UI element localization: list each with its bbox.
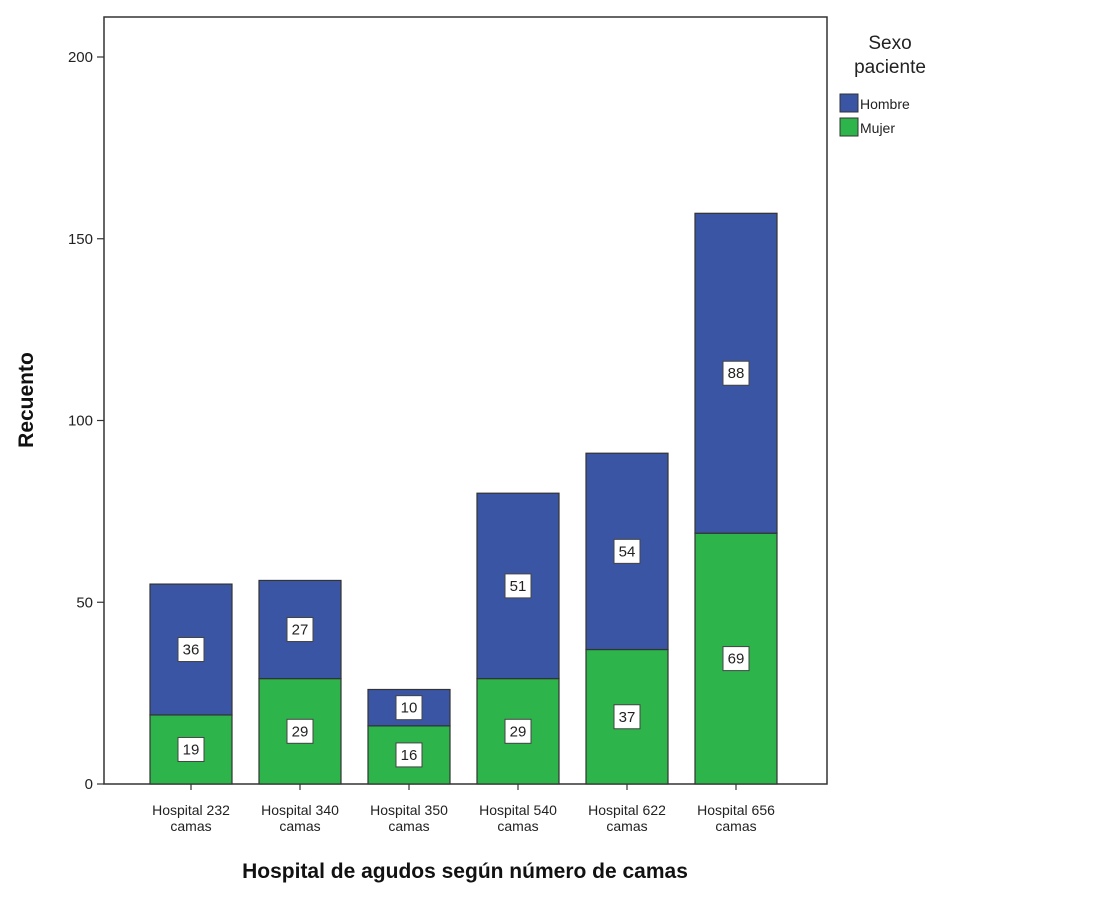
data-label: 54 — [619, 543, 636, 560]
legend-title: Sexo — [868, 33, 911, 54]
x-tick-label: Hospital 340 camas — [261, 802, 339, 834]
x-tick-label: Hospital 540 camas — [479, 802, 557, 834]
x-tick-label: Hospital 656 camas — [697, 802, 775, 834]
data-label: 29 — [510, 723, 527, 740]
plot-frame — [103, 16, 828, 785]
data-label-box — [177, 736, 205, 762]
data-label: 36 — [183, 642, 200, 659]
y-tick-label: 200 — [68, 49, 93, 66]
legend-label-hombre: Hombre — [860, 96, 910, 112]
data-label: 10 — [401, 700, 418, 717]
data-label-box — [395, 695, 423, 721]
legend: Sexo paciente Hombre Mujer — [839, 33, 926, 137]
data-label-box — [722, 360, 750, 386]
y-tick-label: 150 — [68, 231, 93, 248]
data-label-box — [613, 538, 641, 564]
legend-swatch-hombre — [839, 93, 859, 113]
data-label: 88 — [728, 365, 745, 382]
x-axis: Hospital 232 camas Hospital 340 camas Hospit… — [152, 784, 775, 834]
data-label-box — [504, 573, 532, 599]
legend-label-mujer: Mujer — [860, 120, 895, 136]
x-tick-label: Hospital 622 camas — [588, 802, 666, 834]
data-label: 37 — [619, 709, 636, 726]
y-tick-label: 100 — [68, 413, 93, 430]
data-label: 27 — [292, 622, 309, 639]
data-label-box — [395, 742, 423, 768]
data-label: 16 — [401, 747, 418, 764]
data-label: 69 — [728, 651, 745, 668]
y-axis-title: Recuento — [15, 352, 38, 448]
data-label: 29 — [292, 723, 309, 740]
x-tick-label: Hospital 232 camas — [152, 802, 230, 834]
data-label: 51 — [510, 578, 527, 595]
data-label-box — [177, 637, 205, 663]
data-label-box — [504, 718, 532, 744]
data-label-box — [286, 718, 314, 744]
legend-swatch-mujer — [839, 117, 859, 137]
y-axis: 0 50 100 150 200 — [68, 49, 104, 793]
data-label-box — [286, 617, 314, 643]
data-label-box — [613, 704, 641, 730]
y-tick-label: 0 — [85, 776, 93, 793]
data-label: 19 — [183, 741, 200, 758]
y-tick-label: 50 — [76, 594, 93, 611]
x-tick-label: Hospital 350 camas — [370, 802, 448, 834]
bars: 19 36 29 27 16 10 29 51 37 54 69 88 — [149, 212, 778, 785]
x-axis-title: Hospital de agudos según número de camas — [242, 860, 688, 883]
legend-title: paciente — [854, 57, 926, 78]
data-label-box — [722, 646, 750, 672]
